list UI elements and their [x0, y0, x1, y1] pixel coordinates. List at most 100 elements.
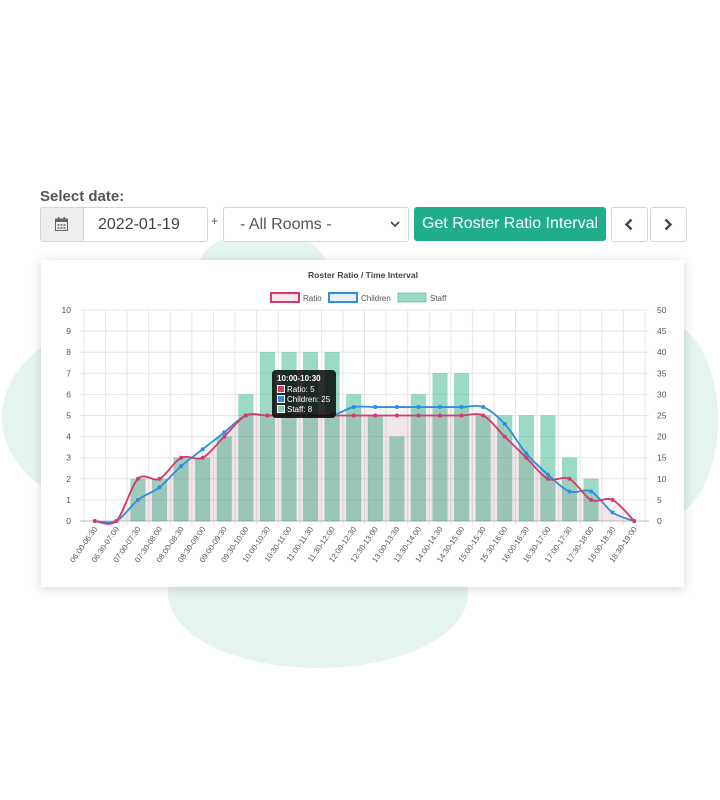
children-point — [545, 472, 550, 477]
y-right-tick-label: 0 — [657, 516, 662, 526]
y-right-tick-label: 45 — [657, 326, 667, 336]
children-area — [94, 405, 635, 523]
ratio-point — [416, 413, 421, 418]
ratio-point — [373, 413, 378, 418]
y-left-tick-label: 6 — [66, 389, 71, 399]
children-point — [157, 485, 162, 490]
legend-label-staff: Staff — [430, 294, 447, 303]
staff-bar — [389, 436, 405, 522]
ratio-point — [92, 519, 97, 523]
ratio-point — [567, 476, 572, 481]
ratio-point — [351, 413, 356, 418]
calendar-addon[interactable] — [41, 208, 84, 241]
staff-bar — [410, 394, 427, 522]
y-left-tick-label: 10 — [62, 305, 72, 315]
ratio-point — [438, 413, 443, 418]
children-point — [200, 447, 205, 452]
tooltip-text-ratio: Ratio: 5 — [287, 385, 315, 394]
y-left-tick-label: 0 — [66, 516, 71, 526]
y-right-tick-label: 15 — [657, 453, 667, 463]
children-point — [589, 489, 594, 494]
tooltip-title: 10:00-10:30 — [277, 374, 321, 383]
ratio-area — [94, 413, 635, 525]
next-day-button[interactable] — [650, 207, 687, 242]
y-left-tick-label: 8 — [66, 347, 71, 357]
chart-tooltip: 10:00-10:30 Ratio: 5 Children: 25 Staff:… — [272, 370, 336, 418]
y-left-tick-label: 7 — [66, 368, 71, 378]
tooltip-swatch-ratio — [277, 385, 285, 393]
previous-day-button[interactable] — [611, 207, 648, 242]
room-select[interactable]: - All Rooms - — [223, 207, 409, 242]
legend-label-children: Children — [361, 294, 391, 303]
staff-bar — [561, 457, 578, 522]
ratio-point — [545, 476, 550, 481]
y-left-tick-label: 2 — [66, 474, 71, 484]
y-right-tick-label: 25 — [657, 411, 667, 421]
chart-legend: Ratio Children Staff — [270, 292, 447, 303]
ratio-point — [114, 519, 119, 523]
y-right-tick-label: 10 — [657, 474, 667, 484]
y-left-tick-label: 4 — [66, 432, 71, 442]
ratio-point — [481, 413, 486, 418]
children-line — [94, 404, 635, 524]
select-date-label: Select date: — [40, 188, 125, 205]
y-right-tick-label: 30 — [657, 389, 667, 399]
staff-bar — [497, 415, 513, 522]
tooltip-line-staff: Staff: 8 — [277, 405, 312, 415]
get-roster-ratio-button[interactable]: Get Roster Ratio Interval — [414, 207, 606, 241]
ratio-point — [524, 455, 529, 460]
calendar-icon — [55, 217, 68, 231]
staff-bar — [238, 394, 254, 522]
y-left-tick-label: 1 — [66, 495, 71, 505]
children-point — [438, 405, 443, 410]
ratio-point — [179, 455, 184, 460]
ratio-point — [502, 434, 507, 439]
ratio-point — [610, 497, 615, 502]
ratio-point — [265, 413, 270, 418]
legend-swatch-children — [328, 292, 358, 303]
y-right-tick-label: 40 — [657, 347, 667, 357]
y-right-tick-label: 35 — [657, 368, 667, 378]
y-right-tick-label: 5 — [657, 495, 662, 505]
children-point — [135, 497, 140, 502]
children-point — [567, 489, 572, 494]
staff-bar — [454, 373, 470, 522]
date-picker[interactable] — [40, 207, 208, 242]
y-left-tick-label: 3 — [66, 453, 71, 463]
ratio-point — [222, 434, 227, 439]
children-point — [481, 405, 486, 410]
ratio-point — [394, 413, 399, 418]
legend-swatch-staff — [397, 292, 427, 303]
children-point — [502, 421, 507, 426]
tooltip-swatch-children — [277, 395, 285, 403]
tooltip-text-staff: Staff: 8 — [287, 405, 313, 414]
chevron-down-icon — [390, 221, 400, 228]
y-left-tick-label: 9 — [66, 326, 71, 336]
ratio-point — [589, 497, 594, 502]
legend-swatch-ratio — [270, 292, 300, 303]
chevron-left-icon — [624, 218, 633, 231]
plus-separator: + — [211, 214, 219, 228]
tooltip-swatch-staff — [277, 405, 285, 413]
ratio-point — [459, 413, 464, 418]
y-left-tick-label: 5 — [66, 411, 71, 421]
children-point — [459, 405, 464, 410]
y-right-tick-label: 50 — [657, 305, 667, 315]
legend-label-ratio: Ratio — [303, 294, 322, 303]
children-point — [524, 451, 529, 456]
children-point — [351, 405, 356, 410]
children-point — [373, 405, 378, 410]
ratio-point — [157, 476, 162, 481]
date-input[interactable] — [84, 208, 202, 241]
staff-bar — [518, 415, 534, 522]
children-point — [179, 464, 184, 469]
children-point — [394, 405, 399, 410]
room-select-value: - All Rooms - — [240, 216, 332, 233]
chevron-right-icon — [664, 218, 673, 231]
children-point — [610, 510, 615, 515]
staff-bar — [432, 373, 448, 522]
ratio-point — [200, 455, 205, 460]
staff-bar — [259, 351, 275, 522]
tooltip-line-ratio: Ratio: 5 — [277, 385, 315, 395]
